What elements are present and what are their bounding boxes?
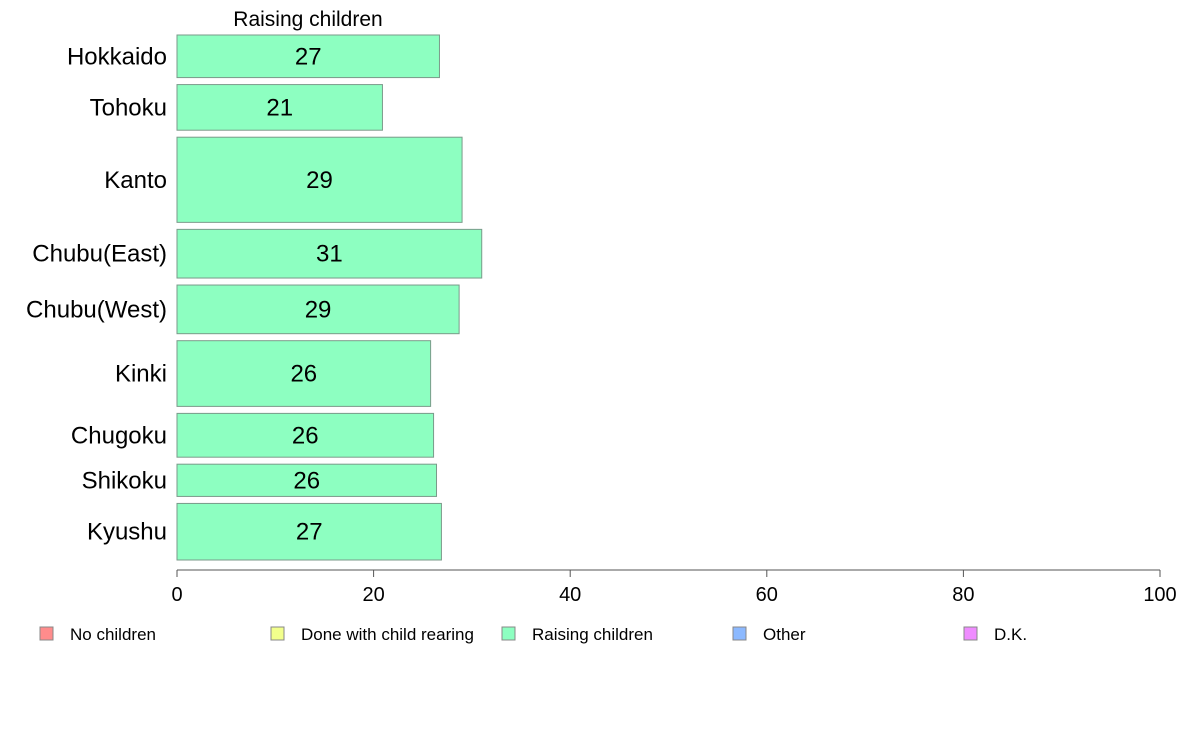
- bar-value-label: 21: [266, 94, 293, 121]
- bar-group: 26 Kinki: [115, 340, 432, 407]
- x-tick-label: 80: [952, 584, 974, 606]
- bar-group: 21 Tohoku: [90, 84, 383, 131]
- bar-group: 27 Hokkaido: [67, 34, 440, 79]
- legend-swatch: [963, 626, 978, 641]
- bar: [176, 502, 442, 561]
- legend-swatch: [501, 626, 516, 641]
- legend-swatch: [39, 626, 54, 641]
- bar-value-label: 26: [292, 422, 319, 449]
- legend-swatch: [270, 626, 285, 641]
- bar-value-label: 29: [306, 167, 333, 194]
- bar-value-label: 26: [293, 467, 320, 494]
- bar-value-label: 27: [296, 519, 323, 546]
- bar: [176, 412, 435, 458]
- category-label: Kyushu: [87, 519, 167, 546]
- bar-group: 31 Chubu(East): [32, 228, 483, 279]
- bar-value-label: 31: [316, 241, 343, 268]
- x-tick-label: 100: [1143, 584, 1176, 606]
- chart-title: Raising children: [233, 8, 382, 31]
- bar: [176, 463, 438, 497]
- legend-label: D.K.: [994, 625, 1027, 644]
- bar-group: 29 Kanto: [104, 136, 463, 223]
- legend-item: Other: [732, 625, 806, 644]
- category-label: Tohoku: [90, 94, 167, 121]
- bar-value-label: 26: [290, 361, 317, 388]
- legend-label: No children: [70, 625, 156, 644]
- bar-value-label: 29: [305, 296, 332, 323]
- bar: [176, 34, 440, 79]
- category-label: Chugoku: [71, 422, 167, 449]
- bar: [176, 340, 432, 407]
- legend-label: Other: [763, 625, 806, 644]
- legend-label: Done with child rearing: [301, 625, 474, 644]
- bar: [176, 228, 483, 279]
- legend-swatch: [732, 626, 747, 641]
- bar-group: 26 Shikoku: [82, 463, 438, 497]
- legend-item: No children: [39, 625, 156, 644]
- category-label: Chubu(West): [26, 296, 167, 323]
- x-tick-label: 0: [171, 584, 182, 606]
- bar-group: 29 Chubu(West): [26, 284, 460, 335]
- legend-item: Done with child rearing: [270, 625, 474, 644]
- bar: [176, 284, 460, 335]
- bar-group: 26 Chugoku: [71, 412, 435, 458]
- bar-value-label: 27: [295, 43, 322, 70]
- x-tick-label: 40: [559, 584, 581, 606]
- legend-item: D.K.: [963, 625, 1027, 644]
- category-label: Chubu(East): [32, 241, 167, 268]
- bars-layer: 27 Hokkaido 21 Tohoku 29 Kanto 31 Chubu(East) 29…: [26, 34, 483, 561]
- category-label: Hokkaido: [67, 43, 167, 70]
- legend-label: Raising children: [532, 625, 653, 644]
- x-tick-label: 60: [756, 584, 778, 606]
- category-label: Kinki: [115, 361, 167, 388]
- bar-group: 27 Kyushu: [87, 502, 442, 561]
- legend: No children Done with child rearing Raisin…: [39, 625, 1027, 644]
- category-label: Shikoku: [82, 467, 167, 494]
- category-label: Kanto: [104, 167, 167, 194]
- legend-item: Raising children: [501, 625, 653, 644]
- x-tick-label: 20: [362, 584, 384, 606]
- x-axis: 0 20 40 60 80 100: [171, 569, 1177, 606]
- bar: [176, 136, 463, 223]
- bar: [176, 84, 383, 131]
